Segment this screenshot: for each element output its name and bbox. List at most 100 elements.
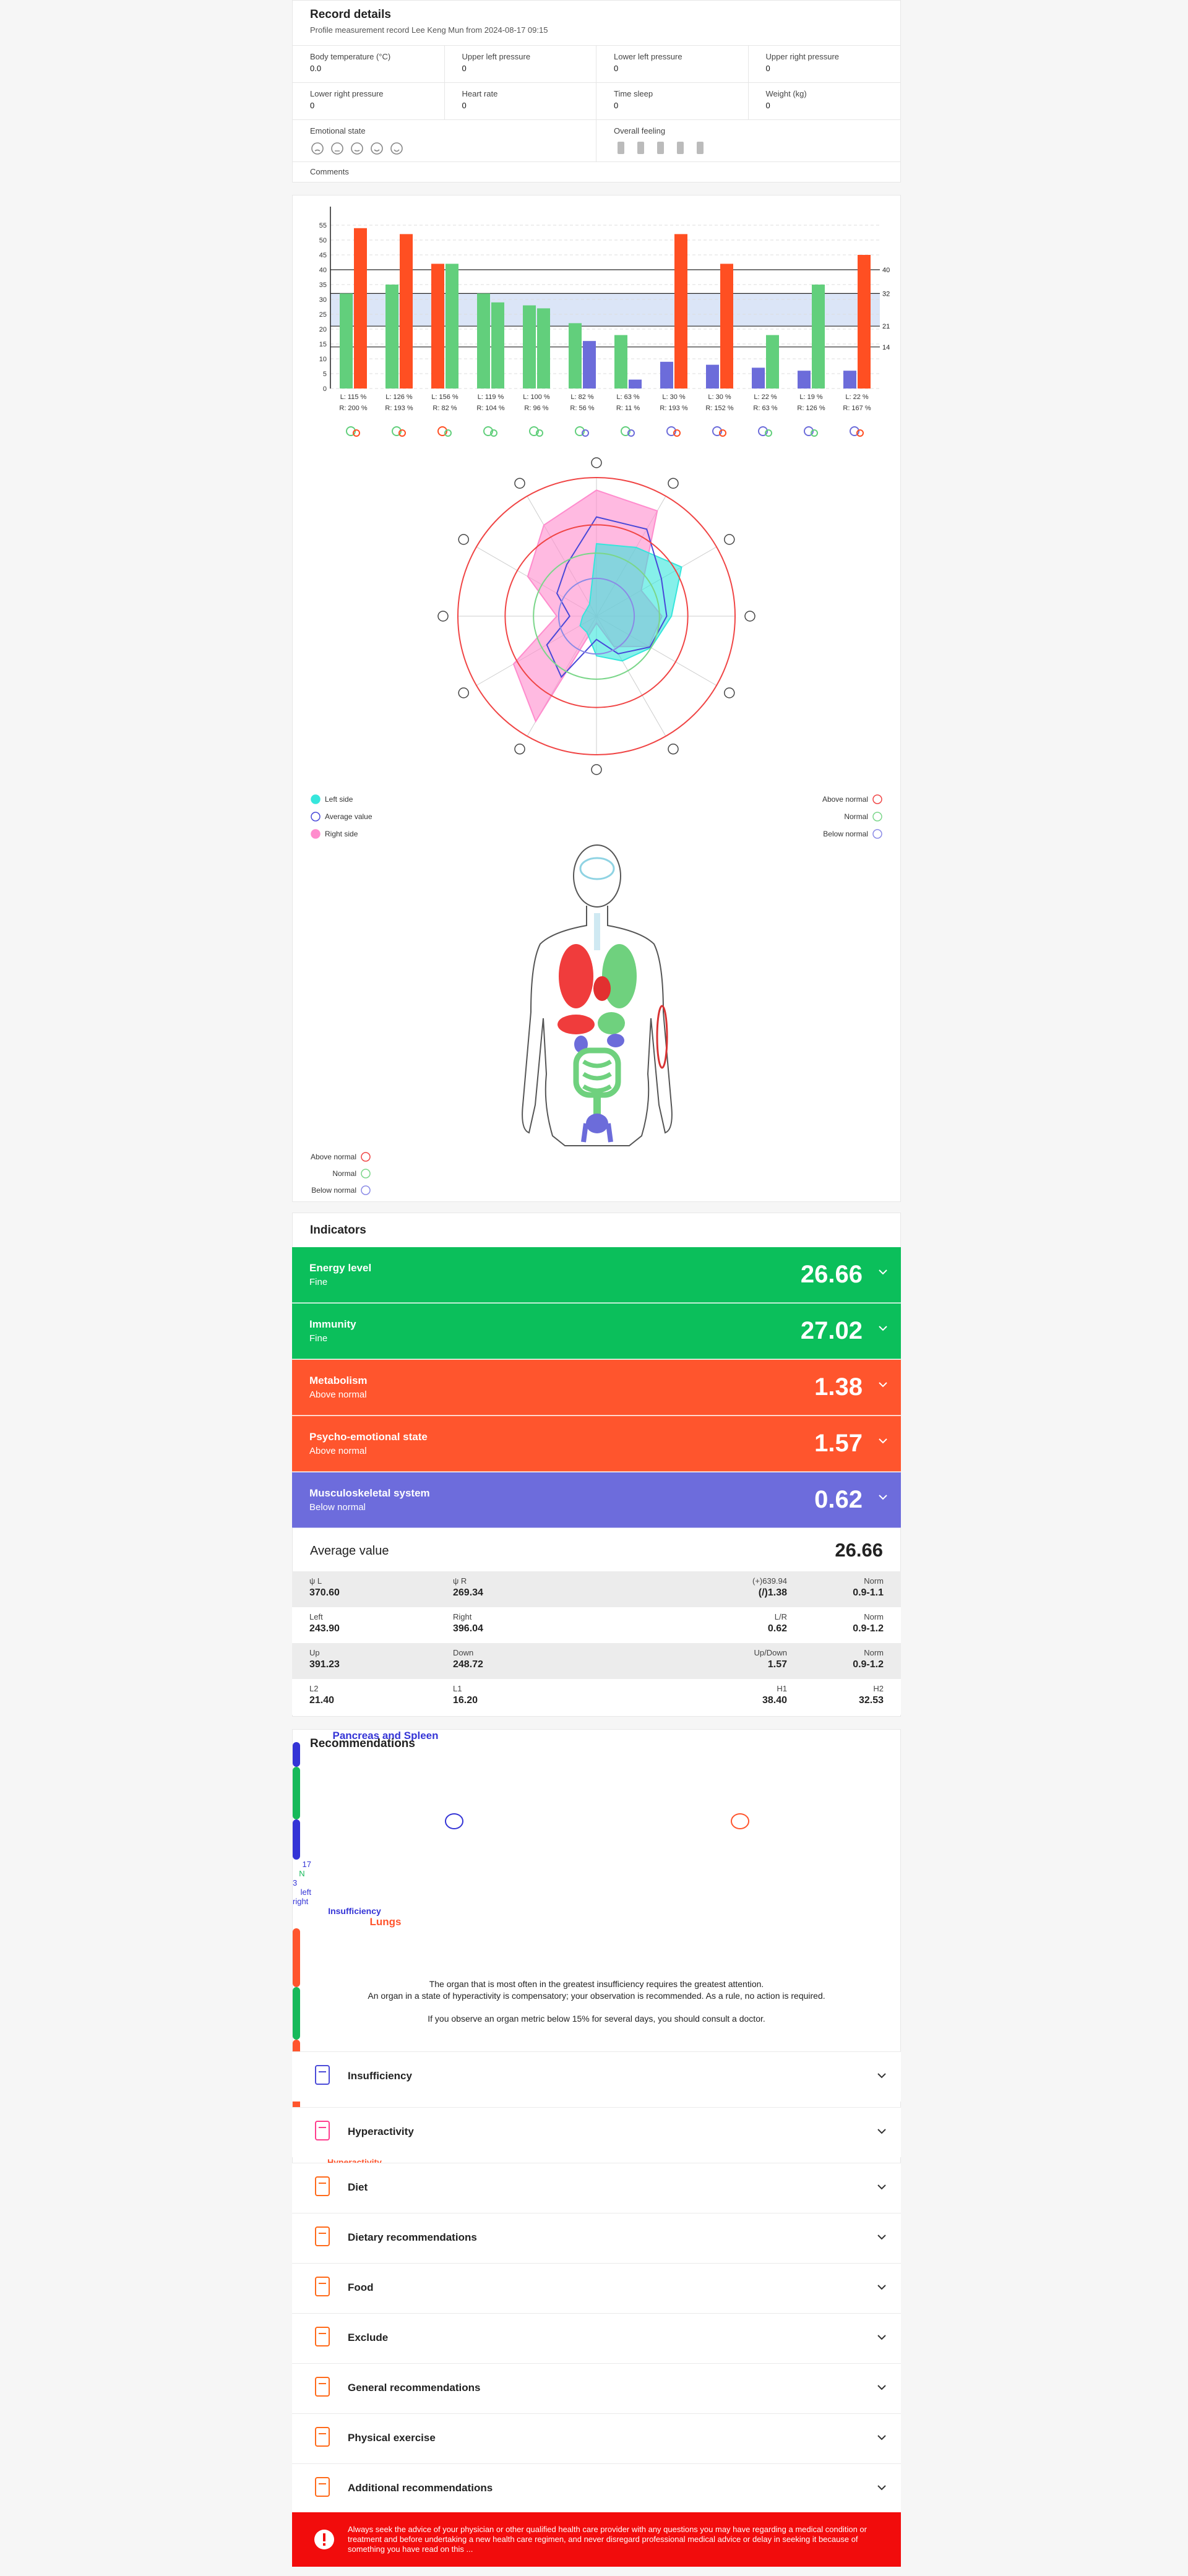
x-tick-label: R: 193 % xyxy=(385,405,413,412)
chevron[interactable] xyxy=(877,2485,886,2491)
chevron-line xyxy=(879,1438,887,1444)
section-icon-shape xyxy=(315,2277,330,2296)
table-cell: Up/Down 1.57 xyxy=(754,1648,787,1670)
indicator-row[interactable]: Metabolism Above normal 1.38 xyxy=(292,1360,901,1415)
bar xyxy=(431,264,444,389)
x-tick-label: L: 22 % xyxy=(845,393,869,401)
indicator-value: 0.62 xyxy=(814,1486,863,1513)
cell-label: Left xyxy=(309,1612,323,1621)
chevron xyxy=(879,1438,887,1444)
chevron-line xyxy=(877,2129,886,2134)
accordion-item[interactable]: Hyperactivity xyxy=(292,2107,901,2157)
chevron[interactable] xyxy=(877,2184,886,2190)
x-tick-label: R: 11 % xyxy=(616,405,640,412)
bar xyxy=(446,264,458,389)
cell-value: 16.20 xyxy=(453,1695,478,1706)
section-icon-shape xyxy=(315,2121,330,2140)
chevron-line xyxy=(877,2184,886,2190)
indicator-row[interactable]: Psycho-emotional state Above normal 1.57 xyxy=(292,1416,901,1472)
bar xyxy=(569,323,582,389)
chevron[interactable] xyxy=(877,2235,886,2240)
cell-label: Norm xyxy=(864,1648,884,1657)
cell-label: ψ R xyxy=(453,1576,467,1586)
organ-bar xyxy=(293,1819,300,1860)
accordion-item[interactable]: Food xyxy=(292,2263,901,2313)
field: Body temperature (°C) 0.0 xyxy=(293,45,445,82)
chevron[interactable] xyxy=(877,2073,886,2079)
indicator-status: Below normal xyxy=(309,1502,366,1513)
accordion-item[interactable]: Exclude xyxy=(292,2313,901,2363)
chevron[interactable] xyxy=(877,2335,886,2340)
organ-norm: N xyxy=(299,1869,305,1878)
y-tick-label: 0 xyxy=(323,385,327,393)
bar xyxy=(752,367,765,389)
table-row: Up 391.23 Down 248.72 Up/Down 1.57 Norm 0.9-1.2 xyxy=(292,1643,901,1679)
field-value: 0 xyxy=(765,101,770,110)
field: Heart rate 0 xyxy=(444,82,596,119)
table-row: ψ L 370.60 ψ R 269.34 (+)639.94 (/)1.38 Norm 0.… xyxy=(292,1571,901,1607)
cell-label: Down xyxy=(453,1648,474,1657)
section-icon xyxy=(315,2427,330,2447)
field-value: 0.0 xyxy=(310,64,322,73)
field: Time sleep 0 xyxy=(596,82,749,119)
y-tick-label: 20 xyxy=(319,326,327,333)
indicator-row[interactable]: Immunity Fine 27.02 xyxy=(292,1303,901,1359)
bar xyxy=(477,293,490,389)
chevron-line xyxy=(879,1495,887,1500)
cell-label: L2 xyxy=(309,1684,319,1693)
cell-value: 391.23 xyxy=(309,1659,340,1670)
cell-label: Right xyxy=(453,1612,472,1621)
field-label: Upper left pressure xyxy=(462,52,531,61)
indicator-row[interactable]: Musculoskeletal system Below normal 0.62 xyxy=(292,1472,901,1528)
organ-icon xyxy=(392,426,402,436)
indicator-value: 1.57 xyxy=(814,1430,863,1457)
chevron[interactable] xyxy=(877,2285,886,2290)
section-icon-shape xyxy=(315,2065,330,2085)
organ-name: Lungs xyxy=(369,1916,402,1928)
y-tick-label: 55 xyxy=(319,222,327,230)
accordion-item[interactable]: Diet xyxy=(292,2163,901,2213)
section-icon xyxy=(315,2327,330,2346)
average-label: Average value xyxy=(310,1544,389,1558)
x-tick-label: L: 22 % xyxy=(754,393,777,401)
chevron[interactable] xyxy=(877,2385,886,2390)
cell-value: 32.53 xyxy=(858,1695,884,1706)
organ-icon xyxy=(529,426,539,436)
cell-label: H1 xyxy=(777,1684,787,1693)
accordion-item[interactable]: Physical exercise xyxy=(292,2413,901,2463)
y-tick-label: 35 xyxy=(319,281,327,289)
chevron[interactable] xyxy=(877,2129,886,2134)
reference-label: 40 xyxy=(882,267,890,274)
field: Upper right pressure 0 xyxy=(748,45,900,82)
record-subtitle: Profile measurement record Lee Keng Mun … xyxy=(310,25,548,35)
y-tick-label: 15 xyxy=(319,341,327,348)
field-label: Weight (kg) xyxy=(765,89,807,98)
field-label: Lower right pressure xyxy=(310,89,384,98)
accordion-title: Hyperactivity xyxy=(348,2126,414,2137)
field-value: 0 xyxy=(765,64,770,73)
chevron[interactable] xyxy=(877,2435,886,2441)
section-icon-shape xyxy=(315,2477,330,2497)
organ-icon xyxy=(850,426,859,436)
x-tick-label: L: 119 % xyxy=(478,393,504,401)
bar xyxy=(400,234,413,389)
field-label: Body temperature (°C) xyxy=(310,52,391,61)
x-tick-label: R: 63 % xyxy=(753,405,777,412)
cell-value: 0.9-1.1 xyxy=(853,1587,884,1598)
field-value: 0 xyxy=(462,101,467,110)
chevron-line xyxy=(877,2285,886,2290)
cell-label: L1 xyxy=(453,1684,462,1693)
x-tick-label: L: 115 % xyxy=(340,393,367,401)
bar xyxy=(583,341,596,389)
accordion-item[interactable]: Dietary recommendations xyxy=(292,2213,901,2263)
accordion-item[interactable]: Insufficiency xyxy=(292,2051,901,2102)
normal-band xyxy=(330,293,880,327)
y-tick-label: 30 xyxy=(319,296,327,304)
field-label: Emotional state xyxy=(310,126,366,135)
accordion-item[interactable]: General recommendations xyxy=(292,2363,901,2413)
accordion-item[interactable]: Additional recommendations xyxy=(292,2463,901,2514)
indicator-row[interactable]: Energy level Fine 26.66 xyxy=(292,1247,901,1303)
organ-icon xyxy=(712,426,722,436)
section-icon xyxy=(315,2121,330,2140)
organ-right-label: right xyxy=(293,1897,309,1906)
